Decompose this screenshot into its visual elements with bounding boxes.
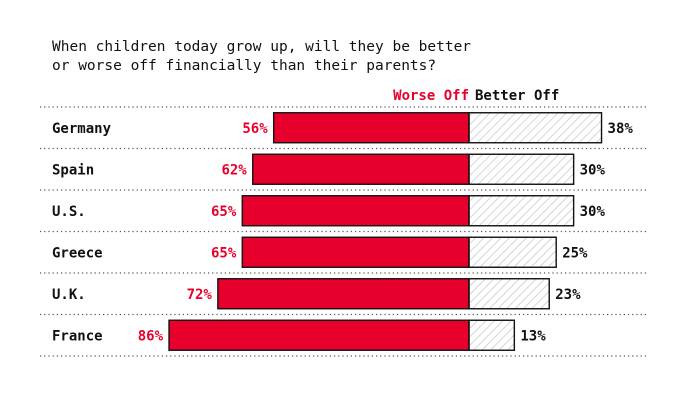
value-label-worse-off: 72% — [187, 287, 213, 303]
category-label: Greece — [52, 245, 103, 261]
bar-worse-off — [241, 195, 470, 227]
chart-title-line-1: When children today grow up, will they b… — [52, 39, 471, 55]
value-label-better-off: 23% — [555, 287, 581, 303]
bar-better-off — [468, 236, 557, 268]
bar-better-off — [468, 112, 603, 144]
value-label-better-off: 38% — [608, 121, 634, 137]
bar-better-off — [468, 195, 575, 227]
value-label-better-off: 25% — [562, 245, 588, 261]
category-label: France — [52, 328, 103, 344]
legend-worse-off: Worse Off — [393, 88, 469, 104]
value-label-worse-off: 56% — [242, 121, 268, 137]
bar-worse-off — [168, 319, 470, 351]
value-label-better-off: 30% — [580, 162, 606, 178]
value-label-worse-off: 65% — [211, 204, 237, 220]
category-label: U.K. — [52, 287, 86, 303]
legend-better-off: Better Off — [475, 88, 559, 104]
category-label: U.S. — [52, 204, 86, 220]
value-label-better-off: 30% — [580, 204, 606, 220]
bar-worse-off — [272, 112, 470, 144]
bar-worse-off — [252, 153, 470, 185]
value-label-worse-off: 62% — [221, 162, 247, 178]
chart-rows: Germany 56% 38% Spain 62% 30% U.S. 65% 30% Greece… — [40, 106, 648, 357]
bar-worse-off — [241, 236, 470, 268]
chart-title-line-2: or worse off financially than their pare… — [52, 58, 436, 74]
value-label-worse-off: 65% — [211, 245, 237, 261]
bar-better-off — [468, 319, 516, 351]
value-label-worse-off: 86% — [138, 328, 164, 344]
value-label-better-off: 13% — [520, 328, 546, 344]
bar-better-off — [468, 153, 575, 185]
bar-worse-off — [217, 278, 470, 310]
category-label: Germany — [52, 121, 112, 137]
bar-better-off — [468, 278, 550, 310]
category-label: Spain — [52, 162, 94, 178]
